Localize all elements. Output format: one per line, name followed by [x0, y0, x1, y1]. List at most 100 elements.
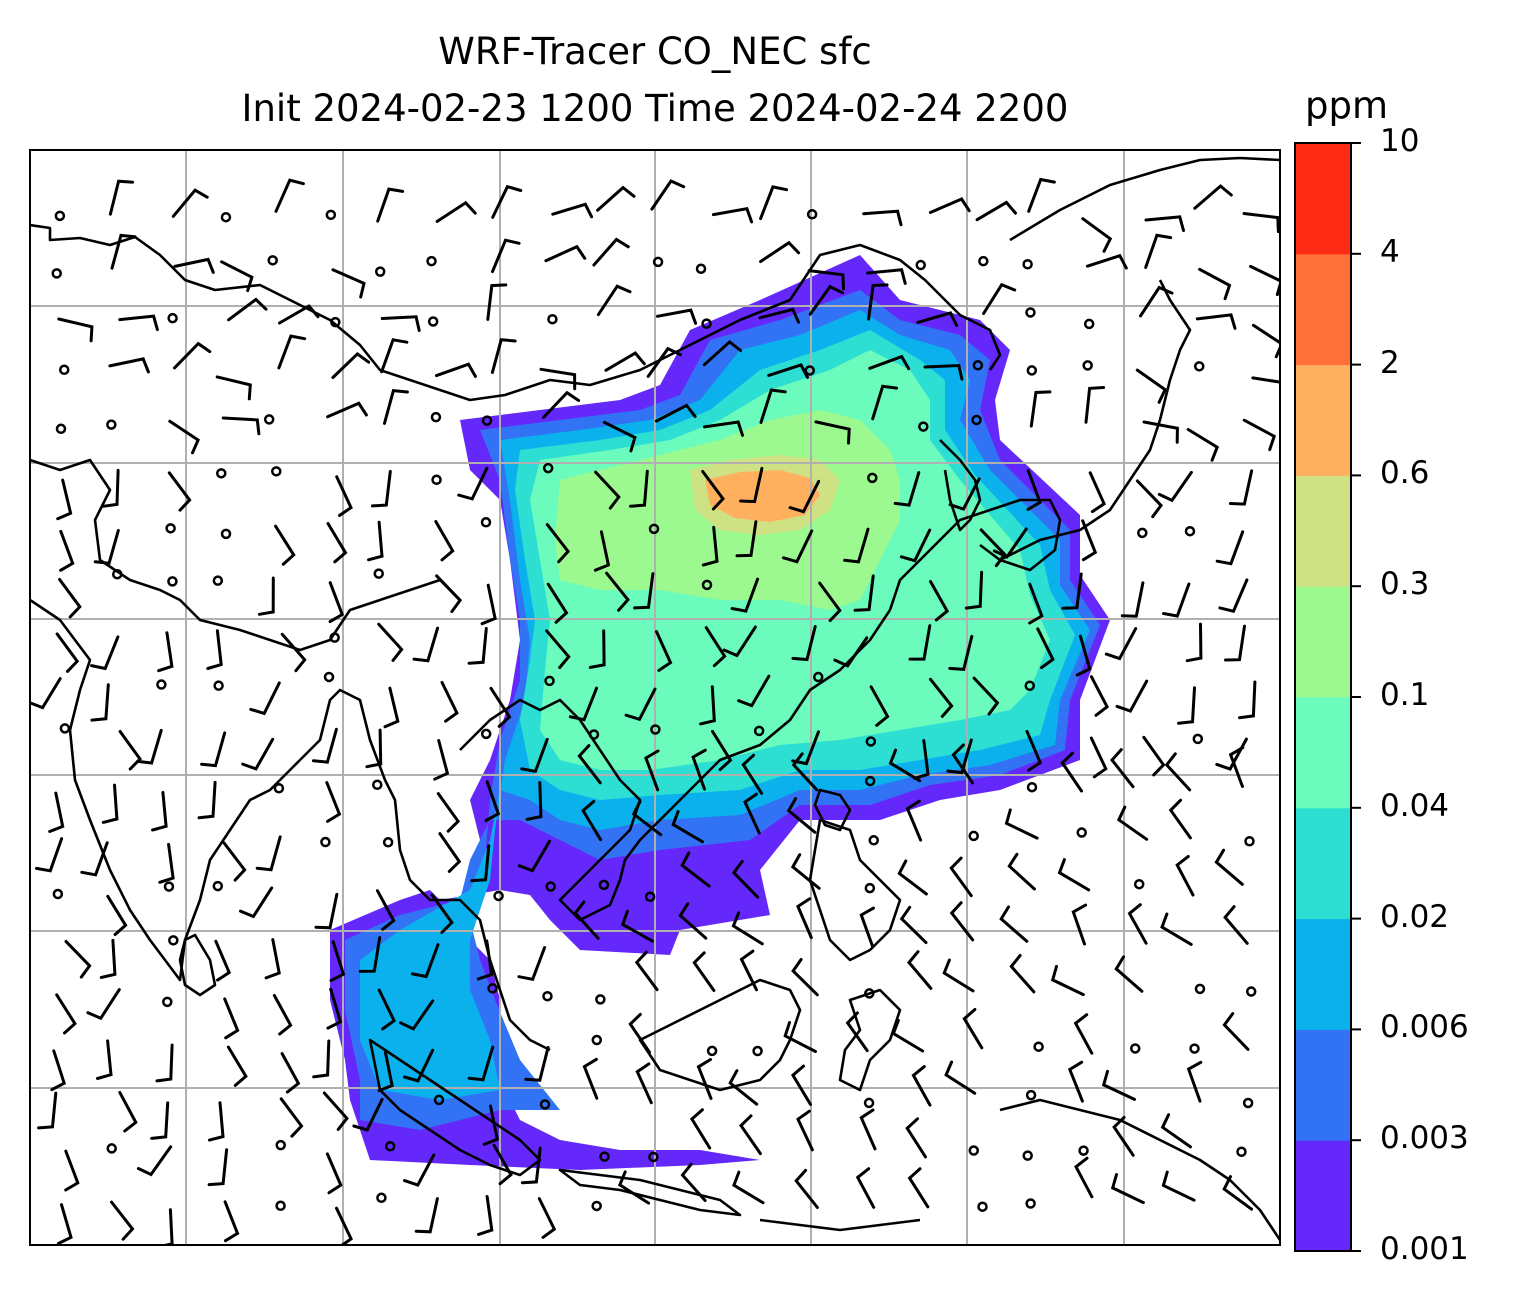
- calm-marker: [106, 419, 117, 430]
- calm-marker: [384, 1141, 396, 1152]
- wind-barb: [435, 574, 463, 614]
- calm-marker: [275, 1200, 286, 1212]
- wind-barb: [702, 339, 743, 367]
- wind-barb: [457, 466, 489, 501]
- calm-marker: [644, 891, 656, 903]
- wind-barb: [604, 351, 646, 372]
- calm-marker: [1184, 525, 1196, 537]
- calm-marker: [1194, 983, 1206, 995]
- calm-marker: [1236, 1146, 1247, 1158]
- calm-marker: [273, 782, 285, 794]
- wind-barb: [1251, 323, 1280, 359]
- wind-barb: [888, 748, 922, 783]
- calm-marker: [433, 1094, 445, 1106]
- wind-barb: [430, 893, 454, 934]
- wind-barb: [581, 800, 603, 842]
- calm-marker: [430, 411, 442, 423]
- calm-wind-markers: [51, 209, 1257, 1212]
- calm-marker: [701, 318, 712, 329]
- calm-marker: [1245, 986, 1257, 997]
- wind-barb: [866, 268, 907, 285]
- wind-barb: [911, 1065, 932, 1107]
- calm-marker: [168, 935, 179, 946]
- wind-barb: [118, 730, 142, 771]
- wind-barb: [929, 580, 950, 622]
- wind-barb: [520, 737, 549, 774]
- wind-barb: [412, 626, 440, 663]
- calm-marker: [1244, 835, 1255, 847]
- wind-barb: [907, 950, 933, 990]
- wind-barb: [280, 1052, 301, 1094]
- wind-barb: [1110, 748, 1135, 789]
- wind-barb: [380, 338, 409, 374]
- wind-barb: [264, 938, 281, 980]
- calm-marker: [545, 881, 556, 892]
- wind-barb: [1007, 852, 1036, 891]
- wind-barb: [410, 943, 440, 979]
- wind-barb: [328, 581, 345, 624]
- wind-barb: [280, 632, 307, 673]
- wind-barb: [1088, 471, 1106, 514]
- calm-marker: [1026, 365, 1038, 376]
- wind-barb: [1081, 217, 1113, 253]
- wind-barb: [731, 859, 760, 899]
- wind-barb: [326, 401, 368, 419]
- wind-barb: [948, 477, 981, 511]
- calm-marker: [1025, 307, 1036, 318]
- calm-marker: [863, 1097, 875, 1109]
- wind-barb: [605, 571, 630, 612]
- calm-marker: [106, 1143, 117, 1154]
- wind-barb: [791, 625, 817, 662]
- wind-barb: [325, 781, 342, 823]
- wind-barb: [249, 681, 281, 716]
- colorbar-tick-label: 0.02: [1380, 898, 1450, 935]
- calm-marker: [1076, 827, 1087, 838]
- calm-marker: [52, 888, 64, 900]
- coastline-java: [558, 1168, 742, 1217]
- wind-barb: [64, 939, 92, 979]
- wind-barb: [438, 832, 462, 873]
- wind-barb: [962, 1008, 984, 1050]
- wind-barb: [907, 1167, 930, 1209]
- calm-marker: [323, 671, 335, 683]
- calm-marker: [1022, 1150, 1033, 1161]
- calm-marker: [968, 1145, 980, 1156]
- coastline-china-east: [888, 498, 1062, 611]
- wind-barb: [897, 859, 928, 896]
- calm-marker: [165, 523, 176, 534]
- wind-barb: [759, 185, 789, 221]
- coastline-lesser-sunda: [759, 1218, 921, 1232]
- wind-barb: [223, 1200, 240, 1243]
- wind-barb: [326, 522, 348, 564]
- wind-barb: [1177, 686, 1196, 725]
- wind-barb: [168, 419, 200, 455]
- calm-marker: [1078, 1145, 1089, 1156]
- wind-barb: [325, 1152, 343, 1195]
- wind-barb: [999, 905, 1029, 943]
- colorbar-tick-label: 4: [1380, 233, 1400, 270]
- colorbar-unit-label: ppm: [1305, 84, 1389, 127]
- wind-barb: [845, 1011, 869, 1053]
- wind-barb: [701, 470, 725, 511]
- wind-barb: [951, 743, 974, 785]
- wind-barb: [739, 949, 758, 992]
- wind-barb: [631, 800, 663, 837]
- wind-barb: [1214, 848, 1244, 886]
- coastline-japan: [999, 279, 1192, 562]
- calm-marker: [382, 837, 394, 848]
- wind-barb: [1114, 955, 1144, 993]
- coastline-northwest-border: [30, 223, 1002, 402]
- wind-barb: [1218, 578, 1249, 613]
- wind-barb: [1110, 1173, 1145, 1205]
- wind-barb: [893, 471, 921, 507]
- colorbar-swatch: [1295, 918, 1351, 1030]
- wind-barb: [329, 940, 346, 983]
- wind-barb: [274, 178, 305, 213]
- wind-barb: [64, 1149, 80, 1192]
- wind-barb: [1127, 903, 1148, 945]
- wind-barb: [634, 950, 659, 992]
- calm-marker: [374, 266, 386, 277]
- wind-barb: [311, 727, 338, 764]
- wind-barb: [617, 1170, 651, 1205]
